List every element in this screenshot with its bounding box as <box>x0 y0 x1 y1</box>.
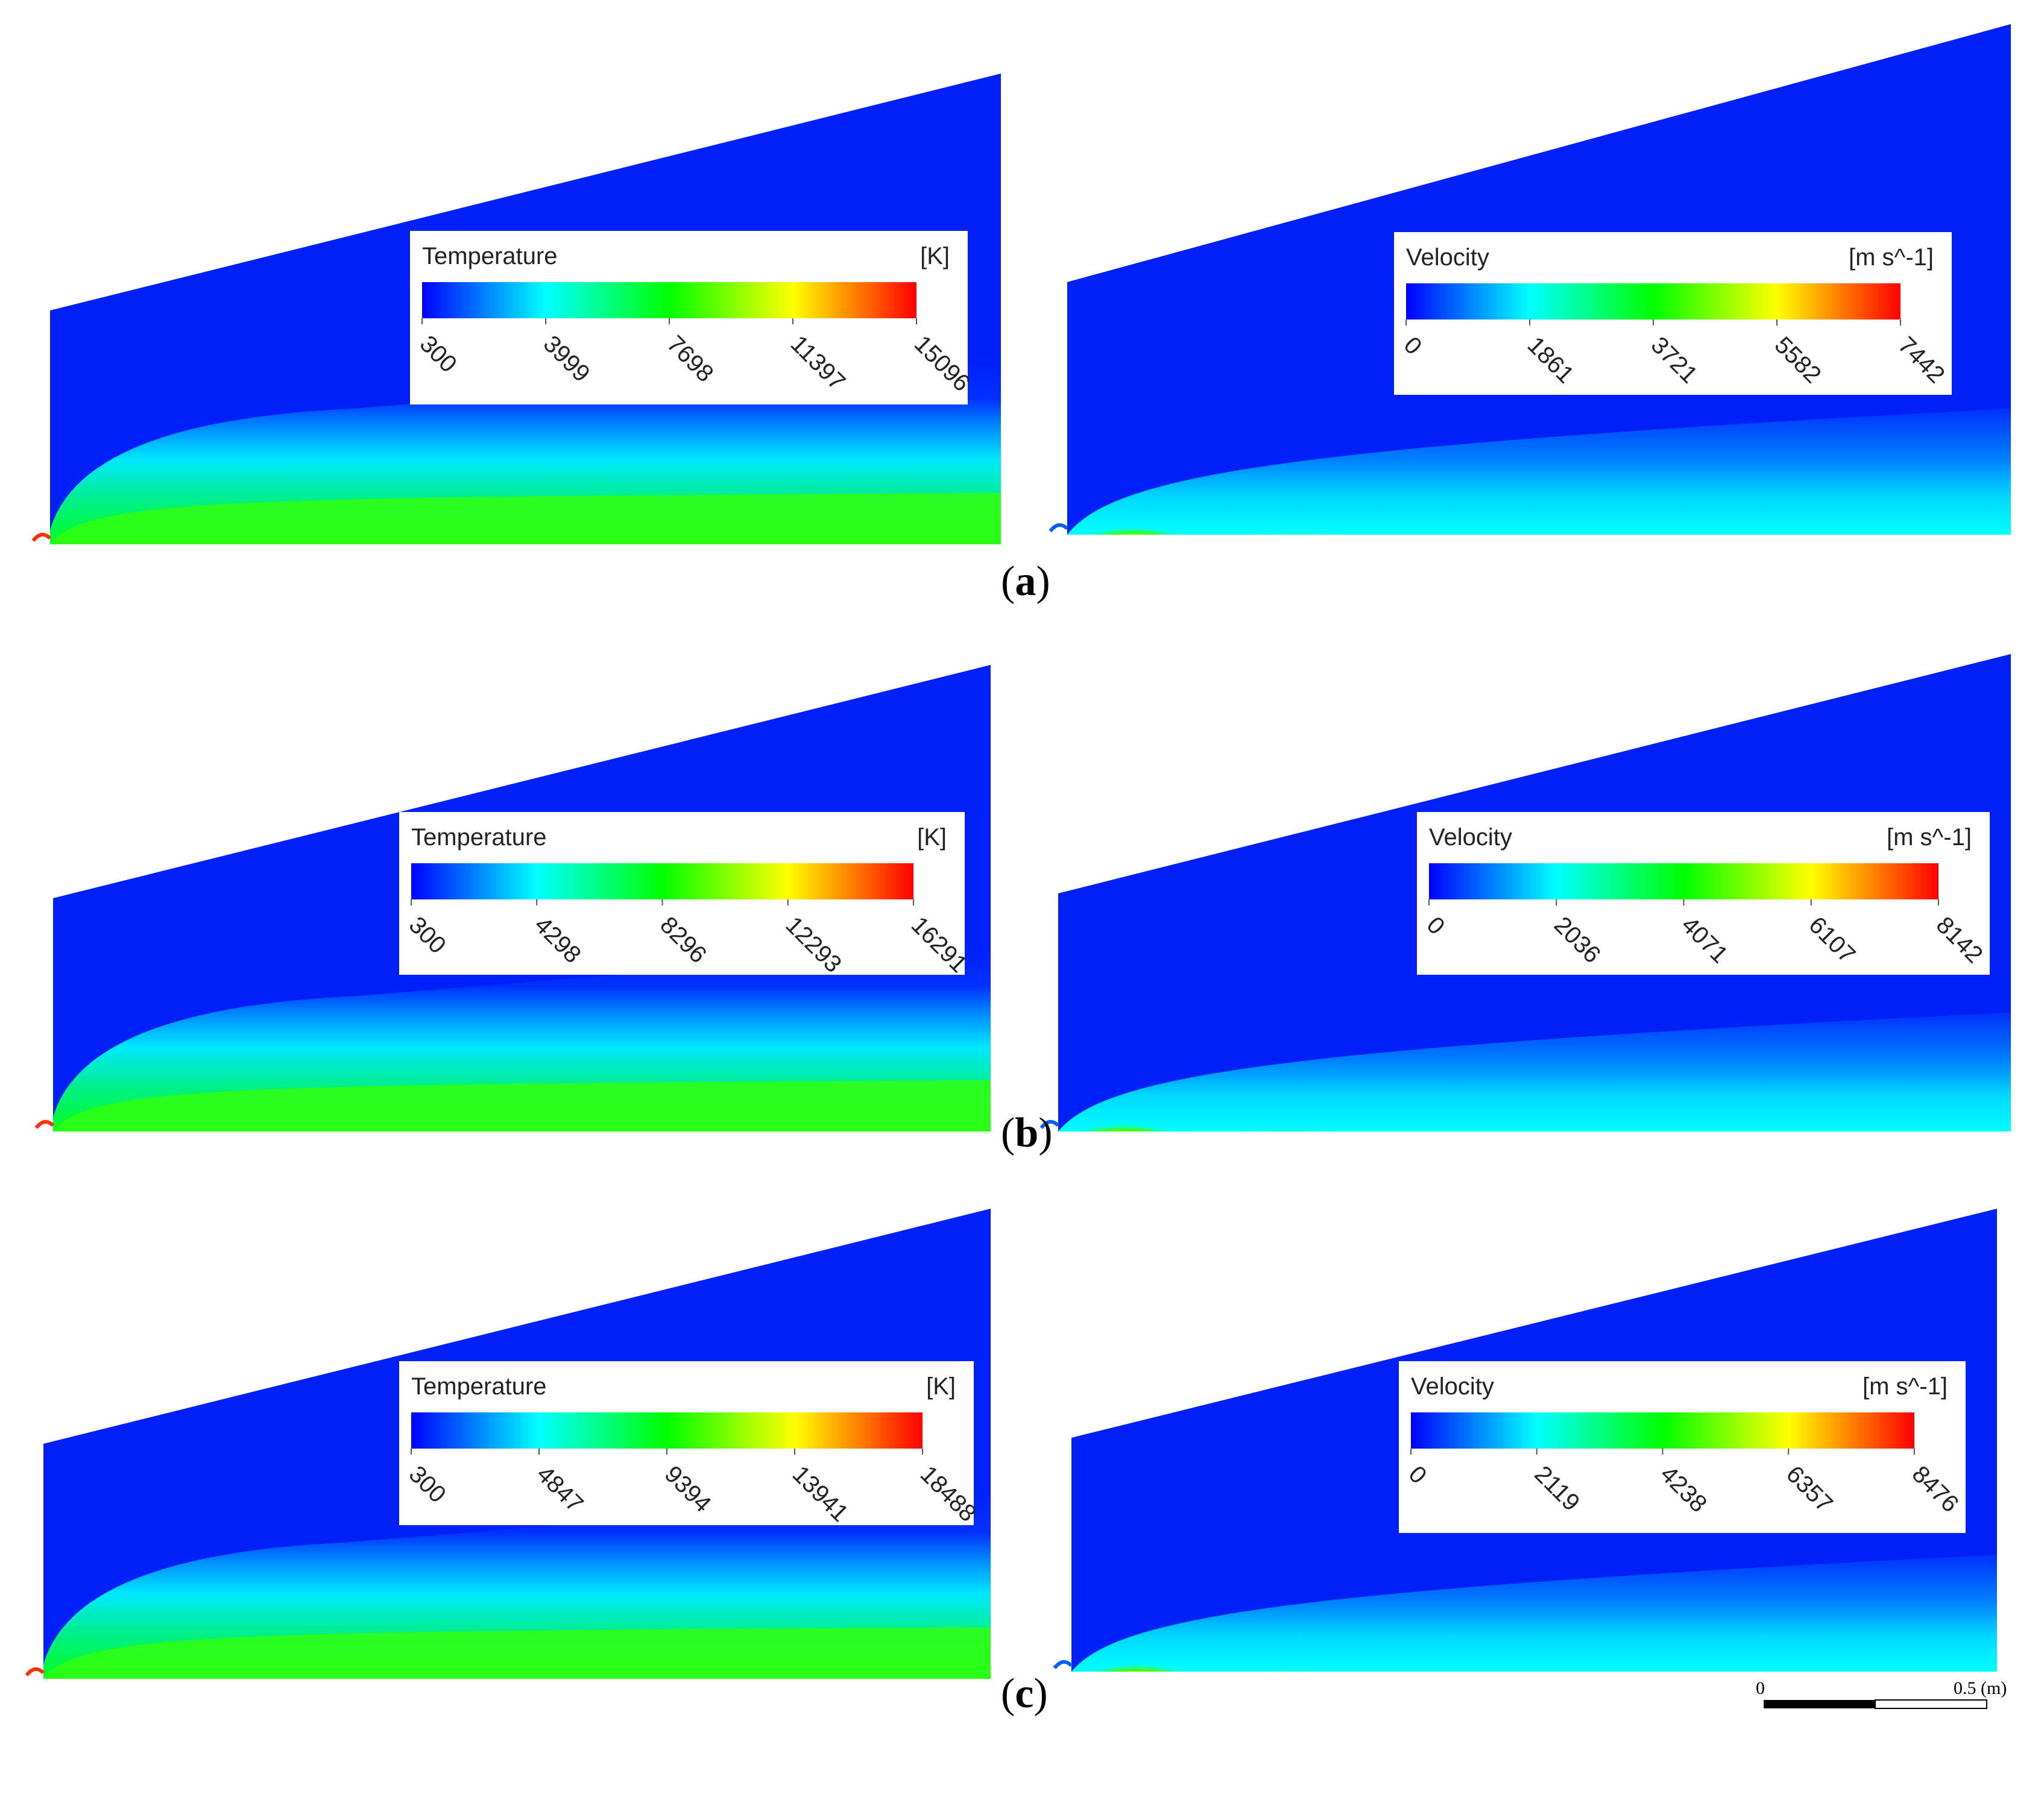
colorbar <box>411 1412 923 1449</box>
velocity-legend: Velocity [m s^-1]0 1861 3721 5582 7442 <box>1394 232 1952 395</box>
legend-unit: [m s^-1] <box>1863 1373 1948 1400</box>
panel-caption: (c) <box>1001 1670 1048 1717</box>
scale-bar-filled <box>1764 1700 1875 1708</box>
panel-letter: b <box>1015 1110 1039 1156</box>
temperature-legend: Temperature [K]300 3999 7698 11397 15096 <box>410 231 975 404</box>
nozzle-marker <box>34 1120 55 1129</box>
panel-row-c: Temperature [K]300 4847 9394 13941 18488Veloc… <box>25 1209 1997 1679</box>
legend-title: Velocity <box>1429 824 1512 851</box>
scale-bar-end-label: 0.5 (m) <box>1954 1678 2007 1698</box>
velocity-legend: Velocity [m s^-1]0 2119 4238 6357 8476 <box>1399 1361 1966 1533</box>
legend-title: Temperature <box>411 1373 547 1400</box>
legend-title: Temperature <box>411 824 547 851</box>
scale-bar-empty <box>1875 1699 1987 1709</box>
panel-row-a: Temperature [K]300 3999 7698 11397 15096Veloc… <box>31 24 2011 544</box>
legend-unit: [K] <box>920 243 950 269</box>
temperature-legend: Temperature [K]300 4847 9394 13941 18488 <box>399 1361 981 1527</box>
legend-title: Velocity <box>1411 1373 1494 1400</box>
panel-caption: (b) <box>1001 1110 1053 1156</box>
scale-bar: 0 0.5 (m) <box>1756 1678 2007 1709</box>
colorbar <box>411 863 913 899</box>
colorbar <box>1429 863 1938 899</box>
temperature-legend: Temperature [K]300 4298 8296 12293 16291 <box>399 812 972 978</box>
panel-letter: a <box>1015 558 1036 605</box>
colorbar <box>422 282 916 318</box>
nozzle-marker <box>1053 1660 1073 1669</box>
legend-title: Temperature <box>422 243 558 269</box>
colorbar <box>1411 1412 1914 1449</box>
nozzle-marker <box>1049 523 1069 532</box>
legend-unit: [m s^-1] <box>1849 244 1934 271</box>
velocity-legend: Velocity [m s^-1]0 2036 4071 6107 8142 <box>1417 812 1990 975</box>
legend-unit: [K] <box>917 824 947 851</box>
panel-caption: (a) <box>1001 558 1050 605</box>
nozzle-marker <box>1039 1120 1060 1129</box>
panel-row-b: Temperature [K]300 4298 8296 12293 16291Veloc… <box>34 654 2011 1131</box>
panel-letter: c <box>1015 1670 1034 1717</box>
colorbar <box>1406 283 1900 319</box>
nozzle-marker <box>31 533 52 542</box>
scale-bar-start-label: 0 <box>1756 1678 1765 1698</box>
nozzle-marker <box>25 1667 45 1676</box>
legend-title: Velocity <box>1406 244 1489 271</box>
legend-unit: [m s^-1] <box>1887 824 1972 851</box>
legend-unit: [K] <box>926 1373 956 1400</box>
